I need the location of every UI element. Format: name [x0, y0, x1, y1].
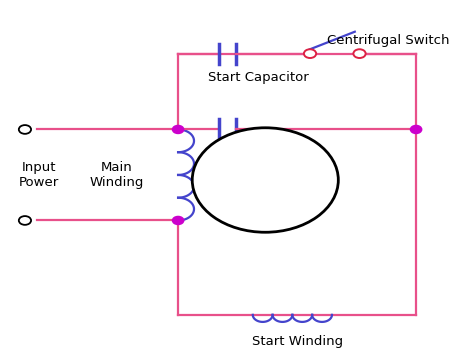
Text: Main
Winding: Main Winding [90, 161, 144, 189]
Text: Run Capacitor: Run Capacitor [230, 150, 324, 163]
Circle shape [173, 125, 184, 134]
Text: Centrifugal Switch: Centrifugal Switch [327, 34, 449, 47]
Text: Start Winding: Start Winding [252, 335, 343, 348]
Circle shape [304, 49, 316, 58]
Circle shape [410, 125, 422, 134]
Circle shape [19, 216, 31, 225]
Text: Rotor: Rotor [246, 172, 285, 187]
Circle shape [19, 125, 31, 134]
Circle shape [354, 49, 365, 58]
Circle shape [173, 216, 184, 224]
Circle shape [192, 128, 338, 232]
Text: Input
Power: Input Power [19, 161, 59, 189]
Text: Start Capacitor: Start Capacitor [208, 71, 309, 84]
